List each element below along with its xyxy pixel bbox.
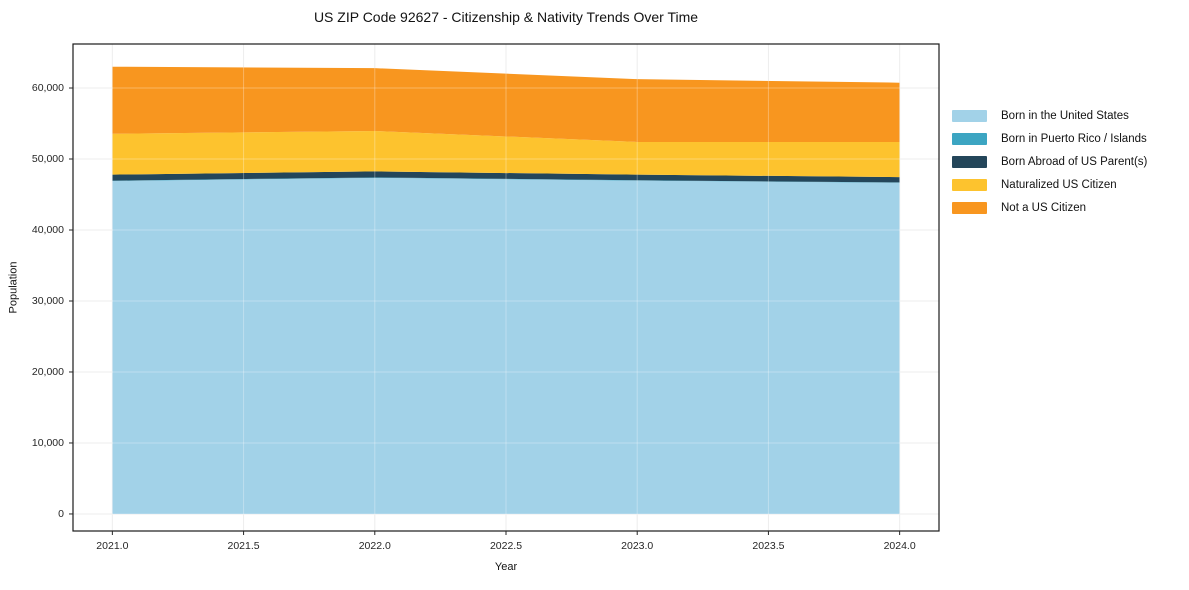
legend-item: Born in Puerto Rico / Islands	[952, 133, 1147, 145]
legend-item: Not a US Citizen	[952, 202, 1147, 214]
y-tick-label: 10,000	[31, 436, 64, 449]
legend-swatch-born-abroad	[952, 156, 987, 168]
y-tick-label: 50,000	[31, 153, 64, 165]
legend-label: Born in Puerto Rico / Islands	[1001, 133, 1147, 145]
legend-item: Born Abroad of US Parent(s)	[952, 156, 1147, 168]
chart-title: US ZIP Code 92627 - Citizenship & Nativi…	[313, 9, 699, 25]
legend-label: Naturalized US Citizen	[1001, 179, 1117, 191]
x-tick-label: 2022.0	[358, 540, 391, 552]
y-tick-label: 40,000	[31, 223, 64, 236]
x-axis-label: Year	[494, 561, 518, 573]
legend-swatch-not-citizen	[952, 202, 987, 214]
legend: Born in the United States Born in Puerto…	[952, 110, 1147, 214]
x-tick-label: 2021.0	[96, 540, 129, 552]
area-series-2	[112, 171, 900, 183]
y-tick-label: 0	[58, 507, 64, 520]
legend-label: Not a US Citizen	[1001, 202, 1087, 214]
legend-item: Born in the United States	[952, 110, 1147, 122]
y-tick-label: 60,000	[31, 82, 64, 94]
legend-item: Naturalized US Citizen	[952, 179, 1147, 191]
y-axis-label: Population	[7, 261, 20, 314]
x-tick-label: 2022.5	[489, 540, 523, 552]
legend-swatch-puerto-rico	[952, 133, 987, 145]
x-tick-label: 2023.0	[621, 540, 654, 552]
legend-label: Born in the United States	[1001, 110, 1129, 122]
area-series-4	[112, 66, 900, 142]
legend-label: Born Abroad of US Parent(s)	[1001, 156, 1148, 168]
x-tick-label: 2024.0	[883, 540, 916, 552]
legend-swatch-born-in-us	[952, 110, 987, 122]
area-series-3	[112, 130, 900, 178]
x-tick-label: 2021.5	[227, 540, 260, 552]
x-tick-label: 2023.5	[752, 540, 785, 552]
legend-swatch-naturalized	[952, 179, 987, 191]
area-series-0	[112, 177, 900, 514]
y-tick-label: 20,000	[31, 365, 64, 378]
y-tick-label: 30,000	[31, 294, 64, 307]
